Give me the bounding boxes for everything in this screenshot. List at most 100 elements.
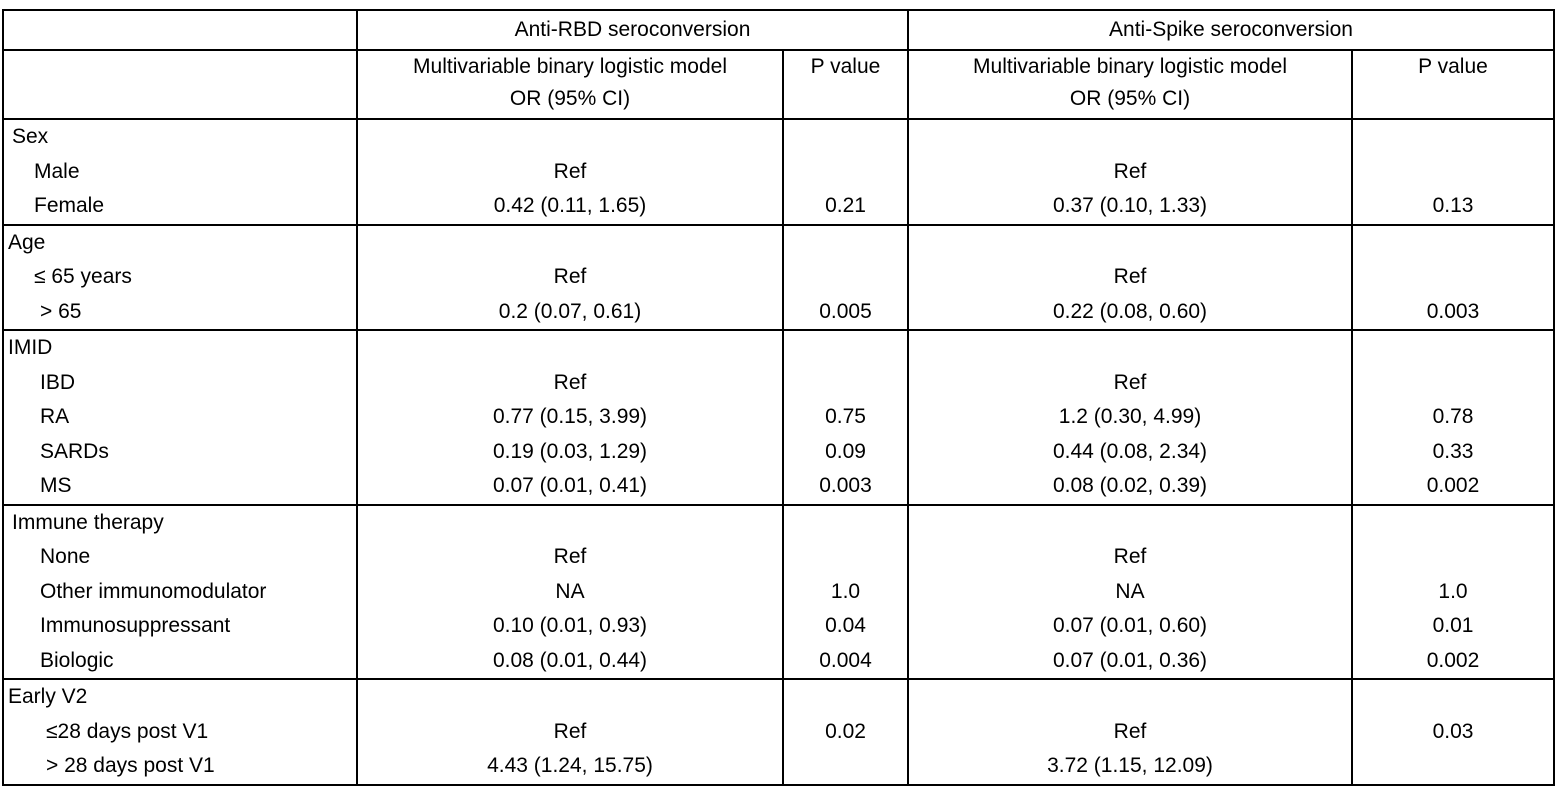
rbd-or-value: 4.43 (1.24, 15.75) xyxy=(487,754,653,777)
spike-p-value: 1.0 xyxy=(1438,579,1468,603)
spike-p-value xyxy=(1353,155,1553,190)
spike-p-value: 0.002 xyxy=(1426,474,1480,497)
corner-cell xyxy=(2,9,358,51)
rbd-p-cell: 0.21 xyxy=(782,118,909,226)
spike-pvalue-header: P value xyxy=(1351,49,1555,120)
section-imid: IMID IBD RA SARDs MS Ref 0.77 (0.15, 3.9… xyxy=(2,329,1555,506)
model-header-line1: Multivariable binary logistic model xyxy=(973,55,1287,78)
row-label: > 28 days post V1 xyxy=(46,754,215,777)
spike-or-cell: Ref NA 0.07 (0.01, 0.60) 0.07 (0.01, 0.3… xyxy=(907,503,1353,680)
rbd-p-value: 0.005 xyxy=(819,299,872,323)
section-title: Sex xyxy=(12,125,49,148)
rbd-or-value: NA xyxy=(555,579,585,603)
section-title: Age xyxy=(8,230,46,254)
rbd-p-value xyxy=(784,260,907,295)
row-label: IBD xyxy=(40,370,76,394)
spike-p-value: 0.03 xyxy=(1432,719,1474,743)
row-label: Immunosuppressant xyxy=(40,614,231,637)
rbd-or-value: 0.19 (0.03, 1.29) xyxy=(492,439,648,463)
row-label: Other immunomodulator xyxy=(40,579,267,603)
spike-or-cell: Ref 0.37 (0.10, 1.33) xyxy=(907,118,1353,226)
rbd-p-cell: 0.75 0.09 0.003 xyxy=(782,329,909,506)
row-label: Biologic xyxy=(40,648,114,672)
spike-or-value: Ref xyxy=(1113,159,1147,183)
spike-or-value: Ref xyxy=(1113,265,1147,288)
row-label: Female xyxy=(34,194,105,217)
row-label: None xyxy=(40,545,91,568)
column-header-row: Multivariable binary logistic model OR (… xyxy=(2,49,1555,120)
spike-p-value: 0.78 xyxy=(1432,405,1474,428)
spike-p-value: 0.003 xyxy=(1426,299,1480,323)
rbd-p-value xyxy=(784,155,907,190)
rbd-or-value: 0.42 (0.11, 1.65) xyxy=(493,194,647,217)
rbd-p-value: 0.09 xyxy=(825,439,866,463)
spike-p-value: 0.33 xyxy=(1432,439,1474,463)
spike-or-value: 1.2 (0.30, 4.99) xyxy=(1058,405,1202,428)
section-early-v2: Early V2 ≤28 days post V1 > 28 days post… xyxy=(2,678,1555,786)
row-label: RA xyxy=(40,405,70,428)
regression-table: Anti-RBD seroconversion Anti-Spike seroc… xyxy=(2,9,1555,786)
model-header-line2: OR (95% CI) xyxy=(1069,87,1191,110)
section-title: Immune therapy xyxy=(12,510,164,534)
spike-or-value: 0.07 (0.01, 0.36) xyxy=(1052,648,1208,672)
rbd-or-value: Ref xyxy=(553,370,587,394)
rbd-or-value: Ref xyxy=(553,159,587,183)
group-header-spike: Anti-Spike seroconversion xyxy=(907,9,1555,51)
spike-p-value xyxy=(1353,366,1553,401)
section-label-cell: Early V2 ≤28 days post V1 > 28 days post… xyxy=(2,678,358,786)
spike-or-value: 0.07 (0.01, 0.60) xyxy=(1052,614,1208,637)
rbd-p-value xyxy=(784,366,907,401)
section-sex: Sex Male Female Ref 0.42 (0.11, 1.65) 0.… xyxy=(2,118,1555,226)
section-age: Age ≤ 65 years > 65 Ref 0.2 (0.07, 0.61)… xyxy=(2,223,1555,331)
rbd-or-value: Ref xyxy=(553,545,587,568)
spike-p-value xyxy=(1353,260,1553,295)
rbd-p-value: 0.02 xyxy=(825,719,866,743)
spike-or-value: 0.44 (0.08, 2.34) xyxy=(1052,439,1208,463)
spike-or-value: 3.72 (1.15, 12.09) xyxy=(1047,754,1213,777)
section-label-cell: Immune therapy None Other immunomodulato… xyxy=(2,503,358,680)
model-header-line1: Multivariable binary logistic model xyxy=(413,55,727,78)
section-label-cell: IMID IBD RA SARDs MS xyxy=(2,329,358,506)
rbd-or-value: 0.08 (0.01, 0.44) xyxy=(492,648,648,672)
rbd-or-value: 0.10 (0.01, 0.93) xyxy=(492,614,648,637)
spike-p-cell: 0.003 xyxy=(1351,223,1555,331)
rbd-p-value: 0.21 xyxy=(825,194,866,217)
spike-p-value: 0.13 xyxy=(1432,194,1474,217)
group-header-row: Anti-RBD seroconversion Anti-Spike seroc… xyxy=(2,9,1555,51)
rbd-p-cell: 0.005 xyxy=(782,223,909,331)
spike-model-header: Multivariable binary logistic model OR (… xyxy=(907,49,1353,120)
spike-p-cell: 0.13 xyxy=(1351,118,1555,226)
model-header-line2: OR (95% CI) xyxy=(509,87,631,110)
row-label: ≤28 days post V1 xyxy=(46,719,209,743)
label-header-cell xyxy=(2,49,358,120)
section-title: IMID xyxy=(8,336,53,359)
rbd-or-cell: Ref 0.77 (0.15, 3.99) 0.19 (0.03, 1.29) … xyxy=(356,329,784,506)
row-label: Male xyxy=(34,159,80,183)
rbd-or-value: 0.2 (0.07, 0.61) xyxy=(498,299,642,323)
rbd-p-cell: 1.0 0.04 0.004 xyxy=(782,503,909,680)
spike-or-cell: Ref 3.72 (1.15, 12.09) xyxy=(907,678,1353,786)
spike-or-cell: Ref 0.22 (0.08, 0.60) xyxy=(907,223,1353,331)
row-label: MS xyxy=(40,474,72,497)
spike-or-value: 0.37 (0.10, 1.33) xyxy=(1052,194,1208,217)
section-label-cell: Age ≤ 65 years > 65 xyxy=(2,223,358,331)
spike-or-value: 0.08 (0.02, 0.39) xyxy=(1052,474,1208,497)
rbd-p-value: 0.003 xyxy=(819,474,872,497)
rbd-or-cell: Ref 0.42 (0.11, 1.65) xyxy=(356,118,784,226)
rbd-p-value xyxy=(784,540,907,575)
rbd-p-cell: 0.02 xyxy=(782,678,909,786)
rbd-or-value: Ref xyxy=(553,265,587,288)
rbd-or-value: 0.77 (0.15, 3.99) xyxy=(492,405,648,428)
row-label: ≤ 65 years xyxy=(34,265,132,288)
rbd-or-value: 0.07 (0.01, 0.41) xyxy=(492,474,648,497)
rbd-or-cell: Ref 4.43 (1.24, 15.75) xyxy=(356,678,784,786)
spike-p-cell: 1.0 0.01 0.002 xyxy=(1351,503,1555,680)
rbd-or-cell: Ref NA 0.10 (0.01, 0.93) 0.08 (0.01, 0.4… xyxy=(356,503,784,680)
rbd-p-value: 0.04 xyxy=(825,614,866,637)
rbd-or-value: Ref xyxy=(553,719,587,743)
spike-or-value: NA xyxy=(1115,579,1145,603)
rbd-p-value: 0.004 xyxy=(819,648,872,672)
spike-p-cell: 0.78 0.33 0.002 xyxy=(1351,329,1555,506)
row-label: > 65 xyxy=(40,299,82,323)
section-title: Early V2 xyxy=(8,685,88,708)
